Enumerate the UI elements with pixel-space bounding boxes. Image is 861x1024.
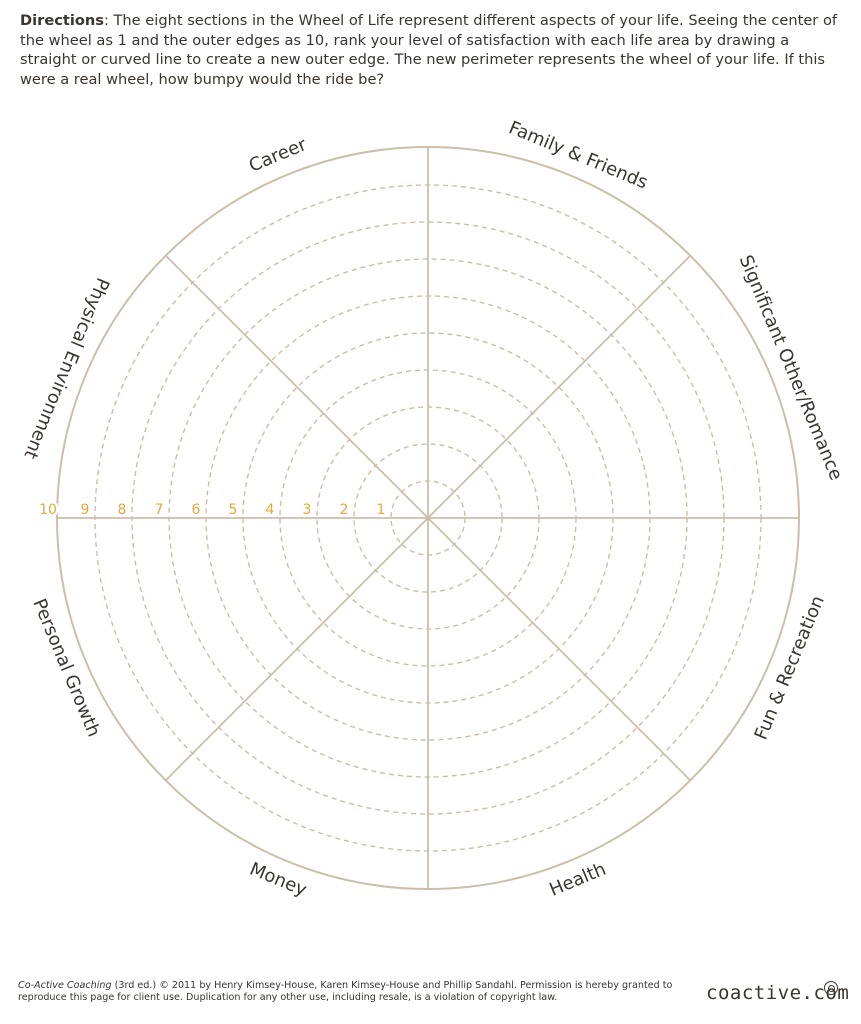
directions-body: : The eight sections in the Wheel of Lif… <box>20 12 838 88</box>
section-label-personal-growth: Personal Growth <box>28 596 104 740</box>
section-label-money: Money <box>247 859 310 901</box>
scale-number-2: 2 <box>340 502 349 518</box>
book-title: Co-Active Coaching <box>18 980 112 991</box>
scale-number-3: 3 <box>303 502 312 518</box>
copyright-text: (3rd ed.) © 2011 by Henry Kimsey-House, … <box>18 980 673 1003</box>
scale-number-10: 10 <box>39 502 57 518</box>
section-label-fun-recreation: Fun & Recreation <box>751 593 829 743</box>
scale-number-5: 5 <box>229 502 238 518</box>
spoke-4 <box>165 255 691 781</box>
scale-number-1: 1 <box>377 502 386 518</box>
scale-number-4: 4 <box>266 502 275 518</box>
scale-number-6: 6 <box>192 502 201 518</box>
section-label-significant-other: Significant Other/Romance <box>735 252 847 483</box>
section-label-family-friends: Family & Friends <box>506 117 651 193</box>
brand-wordmark: coactive.com <box>706 982 850 1004</box>
scale-numbers: 1 2 3 4 5 6 7 8 9 10 <box>37 500 388 521</box>
copyright-footer: Co-Active Coaching (3rd ed.) © 2011 by H… <box>18 980 698 1004</box>
directions-text: Directions: The eight sections in the Wh… <box>20 11 840 89</box>
section-label-health: Health <box>546 859 609 901</box>
wheel-spokes <box>57 147 799 889</box>
brand-logo-icon <box>824 981 838 995</box>
directions-heading: Directions <box>20 12 104 29</box>
scale-number-9: 9 <box>81 502 90 518</box>
section-labels: Career Family & Friends Significant Othe… <box>20 117 847 901</box>
scale-number-8: 8 <box>118 502 127 518</box>
scale-number-7: 7 <box>155 502 164 518</box>
